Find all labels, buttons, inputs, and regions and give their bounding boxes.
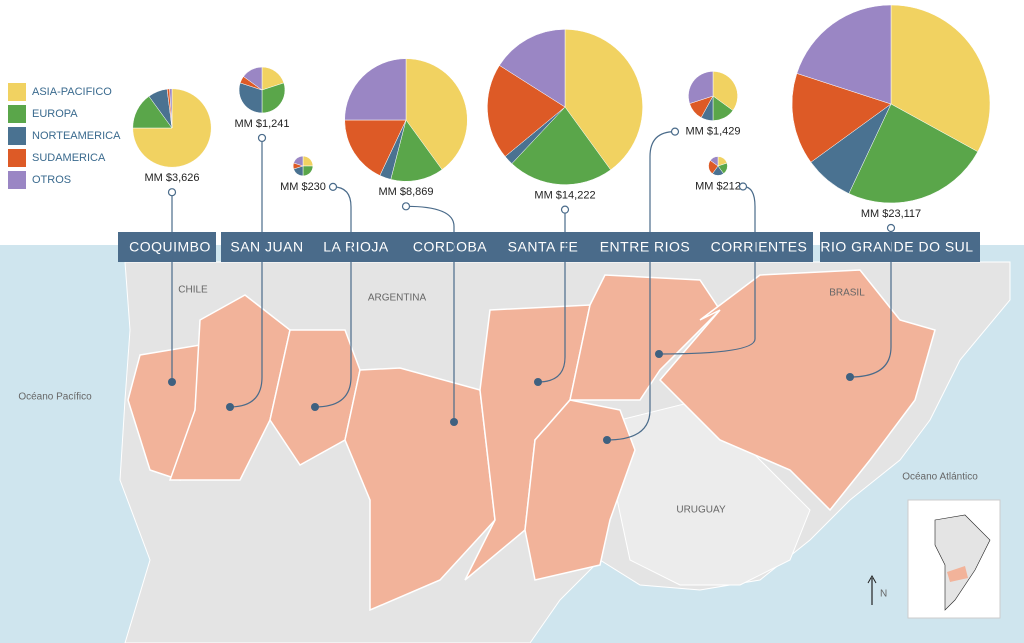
connector-end xyxy=(738,182,748,191)
pie-slice xyxy=(499,29,566,108)
entre-rios-area xyxy=(524,399,636,581)
region-dot xyxy=(311,403,319,411)
connector xyxy=(606,131,676,441)
map-label: ARGENTINA xyxy=(368,293,427,304)
pie-slice xyxy=(344,58,407,121)
pie-slice xyxy=(405,58,468,170)
region-name: COQUIMBO xyxy=(129,239,211,255)
connector-end xyxy=(670,127,680,136)
legend-label: EUROPA xyxy=(32,108,78,120)
banner xyxy=(820,232,980,262)
connector xyxy=(849,228,892,378)
region-dot xyxy=(603,436,611,444)
pie-slice xyxy=(709,156,719,167)
region-total: MM $23,117 xyxy=(861,208,921,220)
pie-slice xyxy=(688,71,714,104)
region-total: MM $1,429 xyxy=(685,126,740,138)
connector xyxy=(658,185,756,355)
pie-slice xyxy=(293,155,304,167)
map-label: N xyxy=(880,589,887,600)
legend-label: ASIA-PACIFICO xyxy=(32,86,112,98)
pie-slice xyxy=(169,88,173,129)
region-dot xyxy=(655,350,663,358)
pie-slice xyxy=(511,106,611,185)
legend-swatch xyxy=(8,105,26,123)
pie-slice xyxy=(243,66,263,91)
pie-slice xyxy=(487,65,566,157)
pie-slice xyxy=(791,73,892,163)
connector-end xyxy=(257,133,267,143)
legend-swatch xyxy=(8,149,26,167)
region-dot xyxy=(450,418,458,426)
connector-end xyxy=(560,205,570,214)
map-label: Océano Atlántico xyxy=(902,472,978,483)
connector-end xyxy=(167,188,177,197)
map-label: CHILE xyxy=(178,285,208,296)
region-total: MM $3,626 xyxy=(144,172,199,184)
region-name: CORDOBA xyxy=(413,239,487,255)
map-label: Océano Pacífico xyxy=(18,392,92,403)
region-dot xyxy=(534,378,542,386)
connector xyxy=(537,209,566,383)
region-name: LA RIOJA xyxy=(323,239,389,255)
region-name: RIO GRANDE DO SUL xyxy=(820,239,973,255)
pie-slice xyxy=(238,82,263,114)
inset-highlight xyxy=(947,566,968,582)
connector-end xyxy=(328,182,338,191)
legend-swatch xyxy=(8,83,26,101)
region-name: SANTA FE xyxy=(508,239,579,255)
banner xyxy=(221,232,813,262)
north-arrow-head xyxy=(867,574,877,584)
legend-label: NORTEAMERICA xyxy=(32,130,121,142)
connector xyxy=(229,137,263,408)
connector xyxy=(314,186,352,408)
rgds-area xyxy=(658,269,936,512)
pie-slice xyxy=(890,4,991,153)
legend-label: SUDAMERICA xyxy=(32,152,106,164)
region-total: MM $230 xyxy=(280,181,326,193)
legend-swatch xyxy=(8,171,26,189)
region-dot xyxy=(168,378,176,386)
region-name: SAN JUAN xyxy=(230,239,303,255)
pie-slice xyxy=(712,71,738,111)
region-total: MM $8,869 xyxy=(378,186,433,198)
pie-slice xyxy=(344,119,407,176)
region-total: MM $1,241 xyxy=(234,118,289,130)
map-label: BRASIL xyxy=(829,288,865,299)
inset-continent xyxy=(934,514,991,611)
pie-slice xyxy=(564,29,643,171)
region-name: ENTRE RIOS xyxy=(600,239,691,255)
pie-slice xyxy=(796,4,892,105)
connector xyxy=(405,205,455,422)
banner xyxy=(118,232,216,262)
pie-slice xyxy=(390,119,443,182)
corrientes-area xyxy=(569,274,721,401)
provinces xyxy=(127,269,936,612)
region-dot xyxy=(846,373,854,381)
san-juan-area xyxy=(168,294,291,481)
region-total: MM $212 xyxy=(695,180,741,192)
region-dot xyxy=(226,403,234,411)
region-name: CORRIENTES xyxy=(711,239,808,255)
legend-label: OTROS xyxy=(32,174,71,186)
map-label: URUGUAY xyxy=(676,505,726,516)
connector-end xyxy=(401,202,411,211)
region-total: MM $14,222 xyxy=(534,190,595,202)
connector-end xyxy=(886,223,896,233)
pie-slice xyxy=(261,82,286,114)
pie-slice xyxy=(848,103,979,204)
legend-swatch xyxy=(8,127,26,145)
